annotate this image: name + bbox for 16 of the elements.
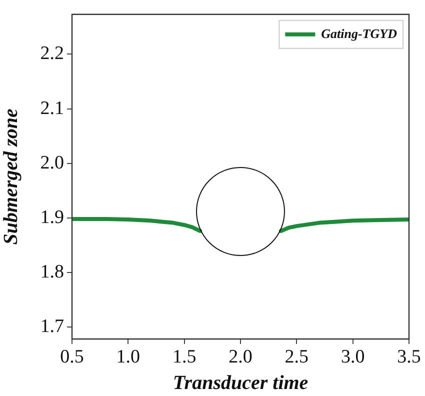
x-tick-label: 0.5 <box>60 346 84 368</box>
x-tick-label: 1.5 <box>172 346 196 368</box>
y-tick-label: 1.9 <box>40 206 64 228</box>
y-tick-label: 2.1 <box>40 98 64 119</box>
x-tick-label: 3.5 <box>397 346 421 368</box>
x-tick-label: 3.0 <box>340 346 365 368</box>
x-tick-label: 2.5 <box>284 346 309 368</box>
x-tick-label: 2.0 <box>228 346 252 368</box>
x-axis-title: Transducer time <box>172 372 308 394</box>
y-axis-title: Submerged zone <box>0 108 22 245</box>
legend-label: Gating-TGYD <box>321 26 398 41</box>
y-tick-label: 1.8 <box>40 261 64 282</box>
y-tick-label: 1.7 <box>40 316 64 337</box>
y-tick-label: 2.0 <box>40 152 64 174</box>
y-tick-label: 2.2 <box>40 43 64 64</box>
x-tick-label: 1.0 <box>116 346 140 368</box>
